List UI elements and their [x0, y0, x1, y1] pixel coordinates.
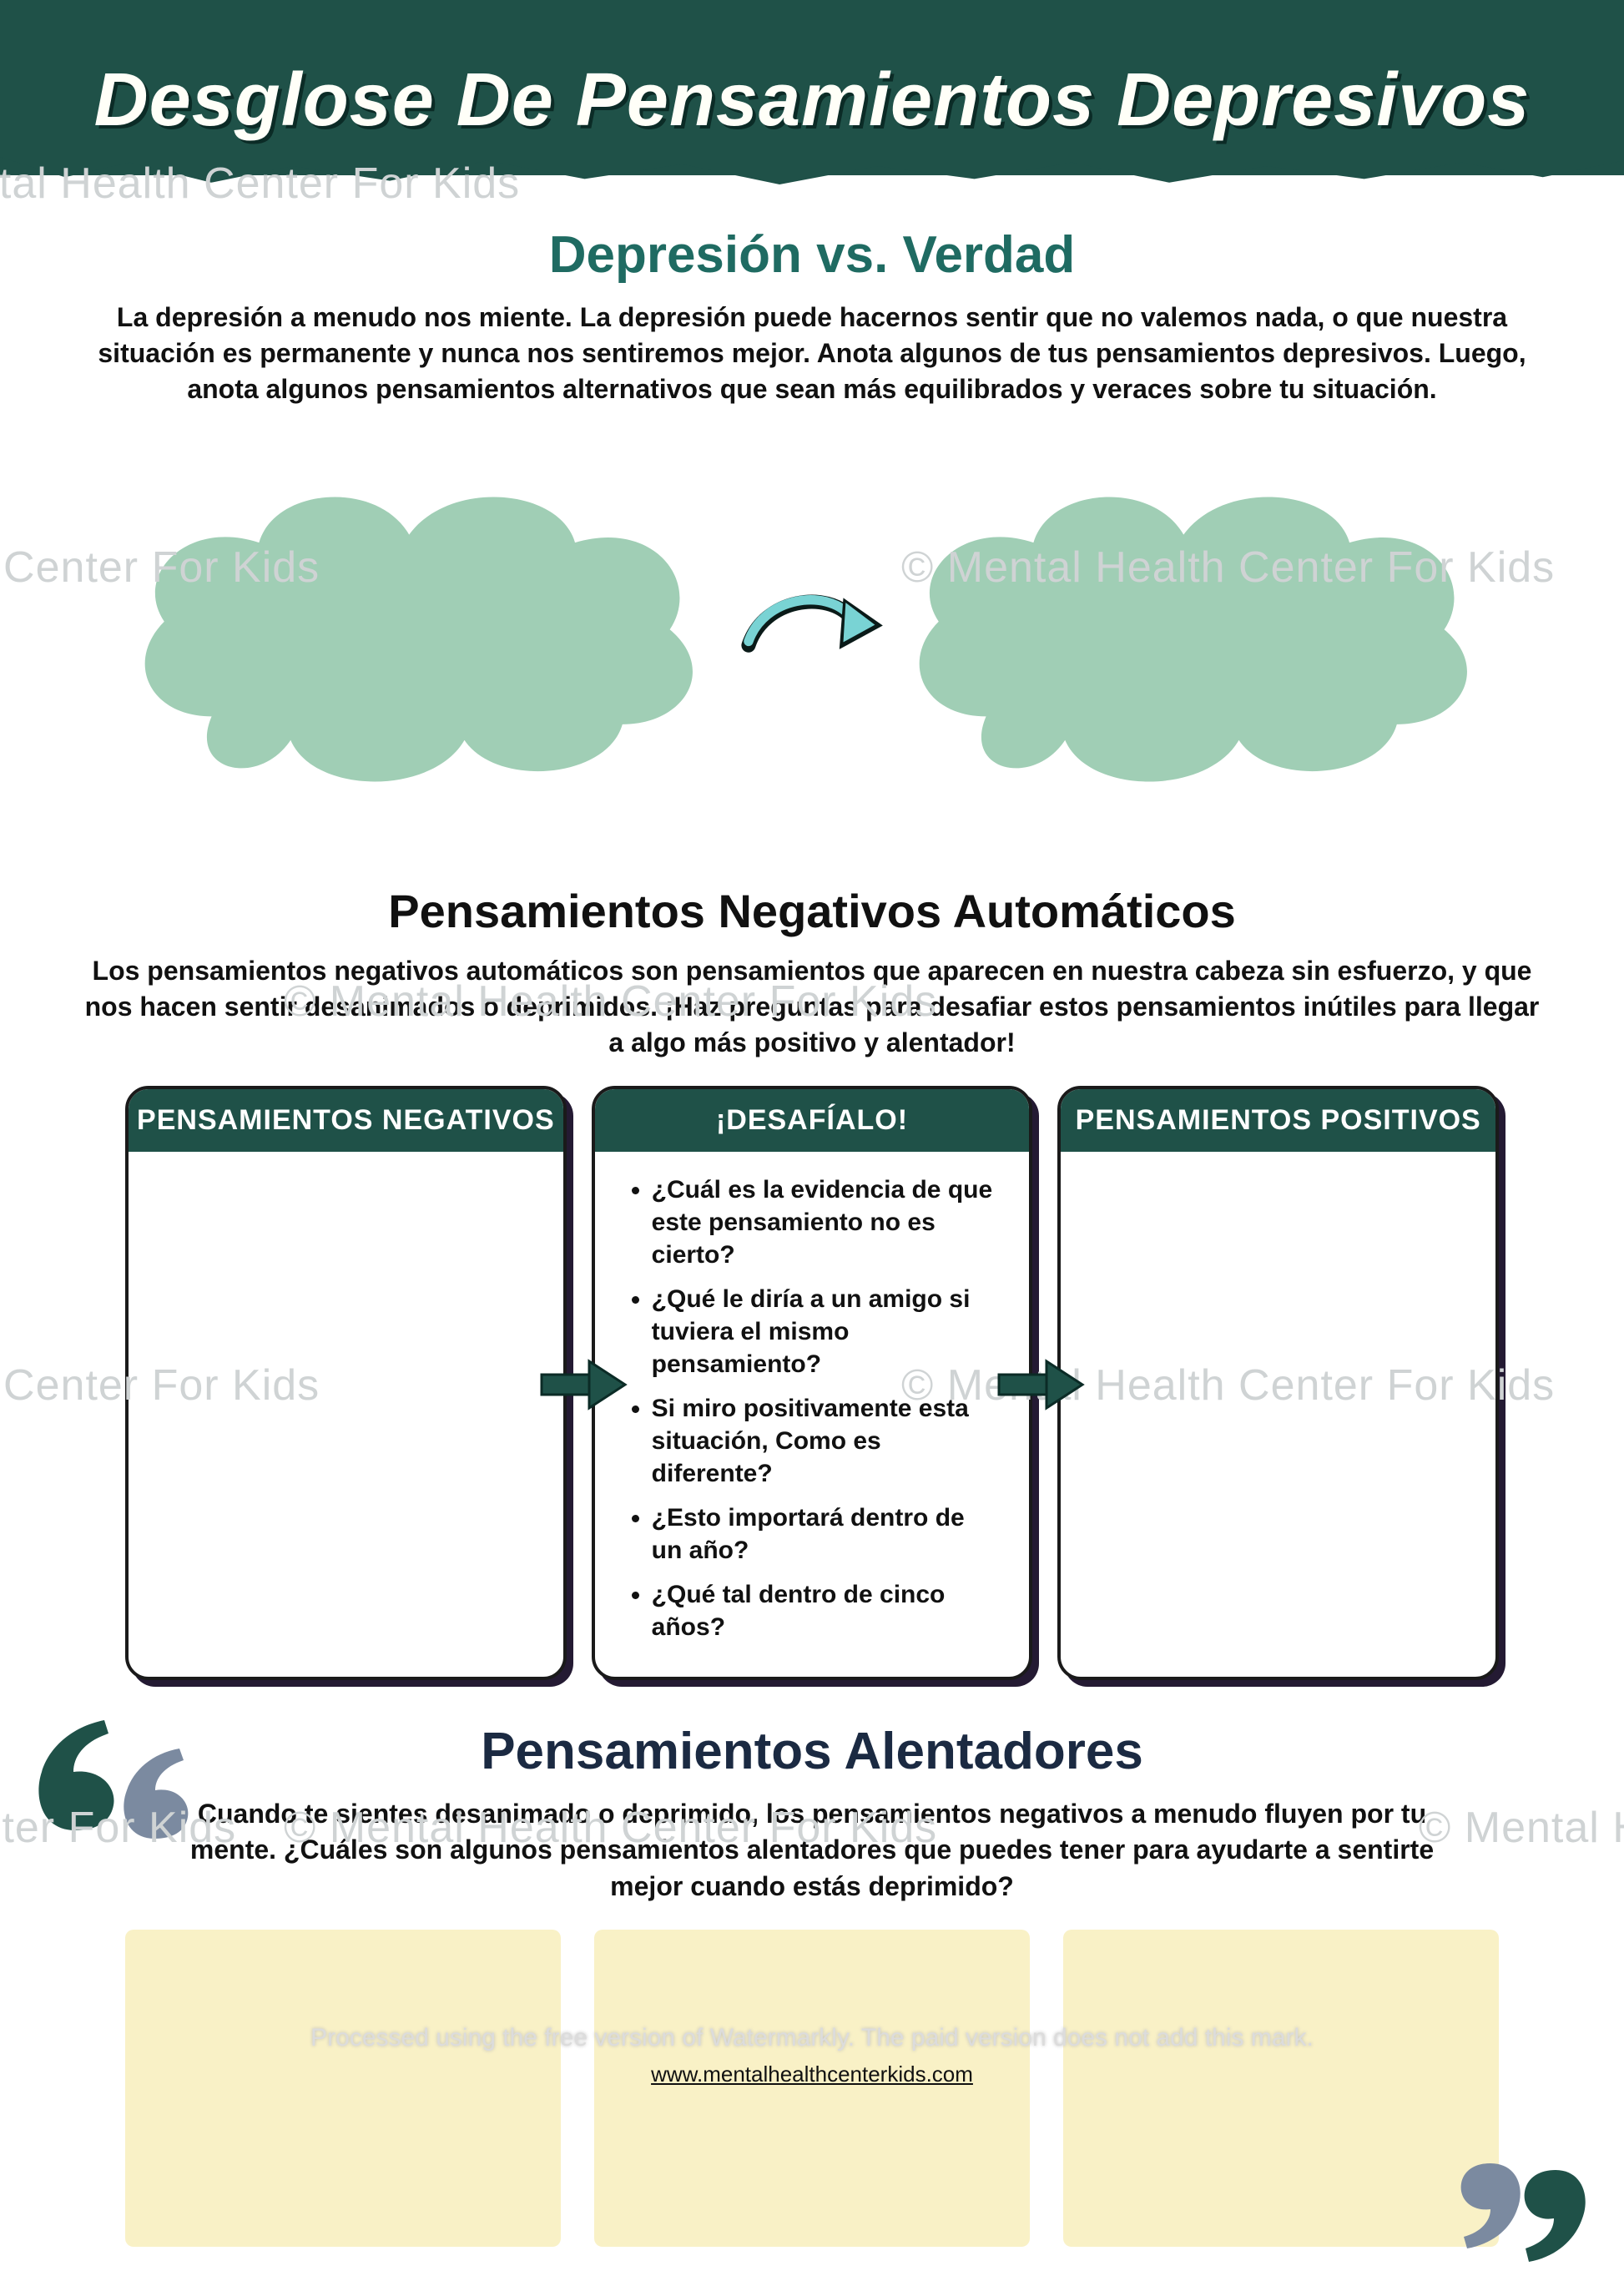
list-item: ¿Qué le diría a un amigo si tuviera el m…	[652, 1283, 1001, 1380]
quote-icon	[33, 1713, 200, 1847]
card-negative-body	[129, 1152, 563, 1195]
section-automatic-thoughts: Pensamientos Negativos Automáticos Los p…	[0, 884, 1624, 1681]
footer-watermark: Processed using the free version of Wate…	[0, 2024, 1624, 2052]
section1-title: Depresión vs. Verdad	[67, 225, 1557, 285]
footer-link[interactable]: www.mentalhealthcenterkids.com	[0, 2062, 1624, 2087]
card-challenge-head: ¡DESAFÍALO!	[595, 1089, 1030, 1152]
cloud-right	[891, 454, 1507, 813]
header-band: Desglose De Pensamientos Depresivos	[0, 0, 1624, 175]
arrow-icon	[537, 1350, 629, 1416]
challenge-list: ¿Cuál es la evidencia de que este pensam…	[623, 1173, 1001, 1643]
card-challenge: ¡DESAFÍALO! ¿Cuál es la evidencia de que…	[592, 1086, 1033, 1680]
section-encouraging: Pensamientos Alentadores Cuando te sient…	[0, 1722, 1624, 2247]
cloud-icon	[891, 454, 1507, 813]
arrow-between-1	[537, 1350, 629, 1416]
cards-row: PENSAMIENTOS NEGATIVOS ¡DESAFÍALO! ¿Cuál…	[125, 1086, 1499, 1680]
card-positive: PENSAMIENTOS POSITIVOS	[1057, 1086, 1499, 1680]
page-title: Desglose De Pensamientos Depresivos	[94, 58, 1531, 144]
card-negative-head: PENSAMIENTOS NEGATIVOS	[129, 1089, 563, 1152]
section2-body: Los pensamientos negativos automáticos s…	[78, 953, 1546, 1062]
arrow-curved	[733, 571, 890, 696]
list-item: ¿Qué tal dentro de cinco años?	[652, 1578, 1001, 1643]
note-card	[594, 1930, 1030, 2247]
section3-title: Pensamientos Alentadores	[67, 1722, 1557, 1781]
arrow-icon	[995, 1350, 1087, 1416]
card-positive-body	[1061, 1152, 1495, 1195]
list-item: ¿Esto importará dentro de un año?	[652, 1501, 1001, 1567]
arrow-icon	[733, 571, 890, 696]
clouds-row	[117, 433, 1507, 834]
note-card	[125, 1930, 561, 2247]
section1-body: La depresión a menudo nos miente. La dep…	[78, 300, 1546, 408]
list-item: Si miro positivamente esta situación, Co…	[652, 1392, 1001, 1490]
cloud-icon	[117, 454, 733, 813]
notes-row	[125, 1930, 1499, 2247]
card-negative: PENSAMIENTOS NEGATIVOS	[125, 1086, 567, 1680]
card-positive-head: PENSAMIENTOS POSITIVOS	[1061, 1089, 1495, 1152]
card-challenge-body: ¿Cuál es la evidencia de que este pensam…	[595, 1152, 1030, 1677]
quote-open-icon	[33, 1713, 200, 1847]
section2-title: Pensamientos Negativos Automáticos	[67, 884, 1557, 938]
worksheet-page: Desglose De Pensamientos Depresivos Depr…	[0, 0, 1624, 2102]
list-item: ¿Cuál es la evidencia de que este pensam…	[652, 1173, 1001, 1271]
note-card	[1063, 1930, 1499, 2247]
cloud-left	[117, 454, 733, 813]
section-depression-vs-truth: Depresión vs. Verdad La depresión a menu…	[0, 225, 1624, 834]
quote-icon	[1457, 2163, 1591, 2272]
arrow-between-2	[995, 1350, 1087, 1416]
section3-body: Cuando te sientes desanimado o deprimido…	[178, 1796, 1446, 1905]
quote-close-icon	[1457, 2163, 1591, 2272]
